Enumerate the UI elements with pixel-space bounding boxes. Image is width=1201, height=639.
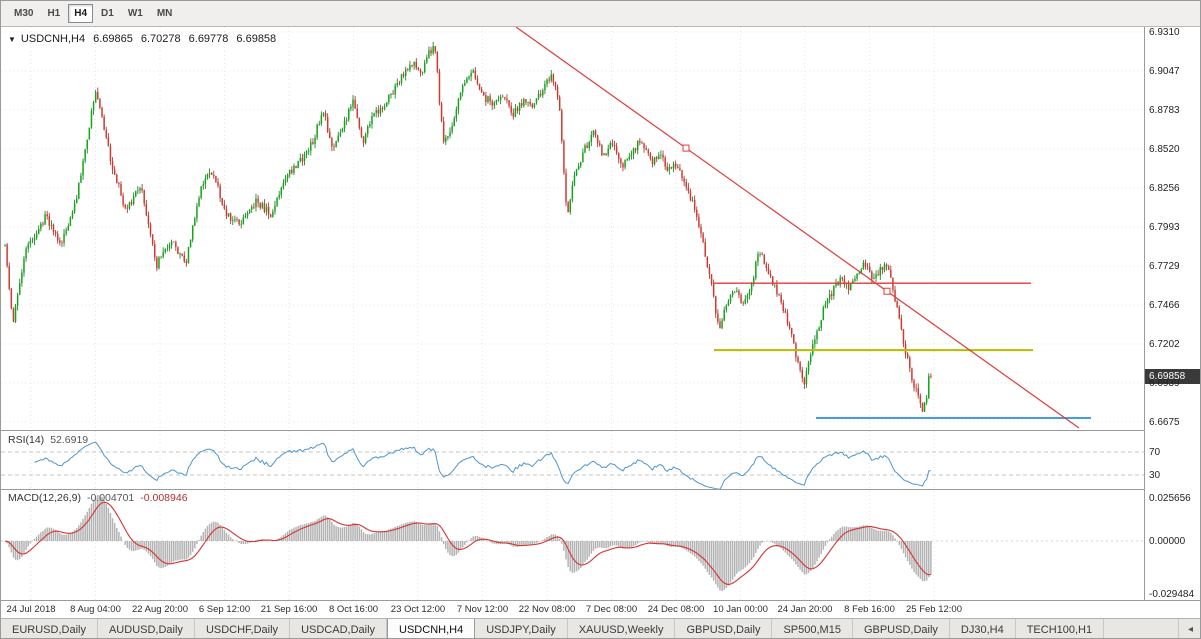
time-axis-label: 25 Feb 12:00: [906, 604, 962, 615]
price-axis-label: 6.7202: [1149, 339, 1180, 350]
rsi-level-label: 70: [1149, 447, 1161, 458]
time-axis-label: 6 Sep 12:00: [198, 604, 251, 615]
timeframe-button-h4[interactable]: H4: [68, 4, 94, 23]
time-axis-label: 8 Oct 16:00: [328, 604, 379, 615]
rsi-pane-label: RSI(14) 52.6919: [8, 434, 88, 446]
timeframe-toolbar: M30 H1 H4 D1 W1 MN: [1, 1, 1200, 27]
price-axis-label: 6.8256: [1149, 183, 1180, 194]
time-axis-label: 10 Jan 00:00: [713, 604, 768, 615]
rsi-level-label: 30: [1149, 470, 1161, 481]
timeframe-button-d1[interactable]: D1: [101, 8, 114, 19]
symbol-ohlc-header: ▼ USDCNH,H4 6.69865 6.70278 6.69778 6.69…: [8, 33, 276, 45]
symbol-dropdown-icon[interactable]: ▼: [8, 35, 16, 44]
time-axis[interactable]: 24 Jul 2018 8 Aug 04:00 22 Aug 20:00 6 Sep …: [1, 600, 1200, 618]
rsi-value: 52.6919: [50, 434, 89, 446]
chart-tab-eurusd-daily[interactable]: EURUSD,Daily: [1, 619, 98, 638]
chart-tab-audusd-daily[interactable]: AUDUSD,Daily: [98, 619, 195, 638]
chart-tab-xauusd-weekly[interactable]: XAUUSD,Weekly: [568, 619, 676, 638]
tab-scroll-left-icon[interactable]: ◂: [1177, 619, 1200, 638]
price-axis-label: 6.8520: [1149, 144, 1180, 155]
ohlc-high: 6.70278: [140, 33, 181, 45]
price-axis-label: 6.6675: [1149, 417, 1180, 428]
time-axis-label: 7 Nov 12:00: [456, 604, 509, 615]
macd-axis-label: 0.00000: [1149, 536, 1186, 547]
timeframe-button-h1[interactable]: H1: [47, 8, 61, 19]
current-price-badge: 6.69858: [1145, 368, 1200, 384]
price-axis-label: 6.9310: [1149, 27, 1180, 38]
macd-axis-label: 0.025656: [1149, 493, 1191, 504]
time-axis-label: 8 Aug 04:00: [70, 604, 121, 615]
timeframe-button-mn[interactable]: MN: [156, 8, 173, 19]
macd-main-value: -0.004701: [86, 492, 135, 504]
rsi-name: RSI(14): [8, 434, 45, 446]
price-axis-label: 6.7729: [1149, 261, 1180, 272]
time-axis-label: 22 Nov 08:00: [518, 604, 576, 615]
price-axis-label: 6.6939: [1149, 378, 1180, 389]
time-axis-label: 21 Sep 16:00: [260, 604, 318, 615]
chart-tab-tech100-h1[interactable]: TECH100,H1: [1016, 619, 1105, 638]
chart-tab-sp500-m15[interactable]: SP500,M15: [772, 619, 853, 638]
chart-tab-usdcnh-h4[interactable]: USDCNH,H4: [387, 619, 476, 638]
ohlc-open: 6.69865: [93, 33, 133, 45]
timeframe-button-w1[interactable]: W1: [127, 8, 143, 19]
price-axis[interactable]: 6.69858 6.9310 6.9047 6.8783 6.8520 6.8256 6.…: [1144, 27, 1200, 600]
price-axis-label: 6.7466: [1149, 300, 1180, 311]
chart-tab-dj30-h4[interactable]: DJ30,H4: [950, 619, 1016, 638]
time-axis-label: 22 Aug 20:00: [132, 604, 188, 615]
chart-tab-gbpusd-daily[interactable]: GBPUSD,Daily: [675, 619, 773, 638]
time-axis-label: 23 Oct 12:00: [390, 604, 446, 615]
time-axis-label: 24 Jan 20:00: [777, 604, 833, 615]
timeframe-button-m30[interactable]: M30: [14, 8, 34, 19]
chart-tab-bar: EURUSD,Daily AUDUSD,Daily USDCHF,Daily USDC…: [1, 618, 1200, 638]
time-axis-label: 7 Dec 08:00: [585, 604, 638, 615]
chart-tab-usdcad-daily[interactable]: USDCAD,Daily: [290, 619, 388, 638]
time-axis-label: 24 Dec 08:00: [647, 604, 705, 615]
price-axis-label: 6.7993: [1149, 222, 1180, 233]
symbol-title: USDCNH,H4: [20, 33, 86, 45]
ohlc-close: 6.69858: [236, 33, 277, 45]
time-axis-label: 24 Jul 2018: [6, 604, 56, 615]
ohlc-low: 6.69778: [188, 33, 229, 45]
chart-tab-usdjpy-daily[interactable]: USDJPY,Daily: [475, 619, 568, 638]
macd-axis-label: -0.029484: [1149, 589, 1195, 600]
pane-separator-rsi[interactable]: [1, 430, 1200, 431]
chart-tab-usdchf-daily[interactable]: USDCHF,Daily: [195, 619, 291, 638]
chart-area[interactable]: ▼ USDCNH,H4 6.69865 6.70278 6.69778 6.69…: [1, 27, 1144, 600]
trendline-anchor: [883, 287, 891, 295]
price-axis-label: 6.9047: [1149, 66, 1180, 77]
chart-tab-gbpusd-daily[interactable]: GBPUSD,Daily: [853, 619, 950, 638]
trendline-object: [515, 27, 1080, 429]
chart-canvas[interactable]: [1, 27, 1144, 600]
trendline-anchor: [682, 144, 690, 152]
price-axis-label: 6.8783: [1149, 105, 1180, 116]
macd-name: MACD(12,26,9): [8, 492, 81, 504]
time-axis-label: 8 Feb 16:00: [844, 604, 895, 615]
macd-signal-value: -0.008946: [140, 492, 188, 504]
macd-pane-label: MACD(12,26,9) -0.004701 -0.008946: [8, 492, 188, 504]
pane-separator-macd[interactable]: [1, 489, 1200, 490]
